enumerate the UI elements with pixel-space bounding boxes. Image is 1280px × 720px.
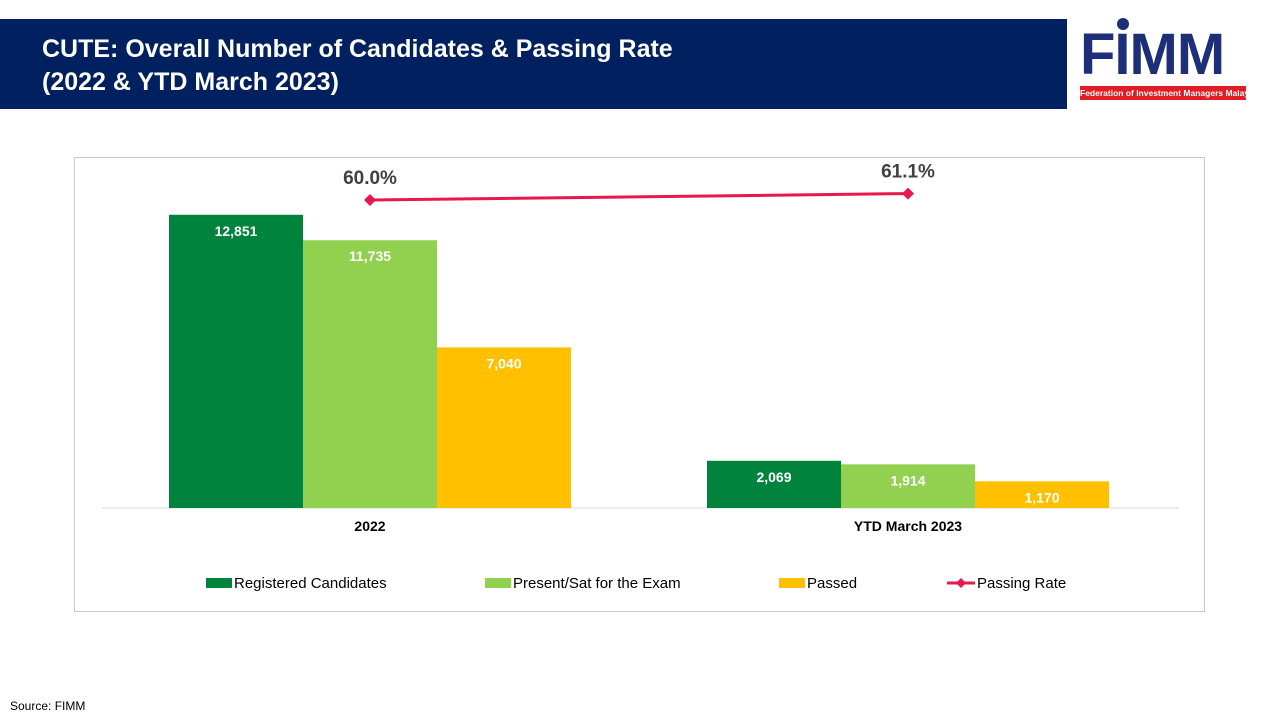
- bar-data-label: 11,735: [349, 248, 391, 264]
- bar-data-label: 7,040: [486, 355, 521, 371]
- bar: [437, 347, 571, 508]
- bar-data-label: 2,069: [756, 469, 791, 485]
- bar-data-label: 12,851: [215, 223, 258, 239]
- page-title: CUTE: Overall Number of Candidates & Pas…: [42, 35, 673, 63]
- legend-label: Passing Rate: [977, 575, 1066, 592]
- passing-rate-label: 61.1%: [881, 162, 935, 183]
- logo-tagline: Federation of Investment Managers Malays…: [1080, 86, 1246, 100]
- x-tick-label: 2022: [354, 518, 385, 534]
- passing-rate-line: [369, 192, 909, 202]
- bar: [303, 240, 437, 508]
- legend-label: Present/Sat for the Exam: [513, 575, 681, 592]
- bar: [841, 464, 975, 508]
- bar: [975, 481, 1109, 508]
- legend-swatch-marker: [956, 578, 966, 588]
- passing-rate-marker: [364, 194, 376, 206]
- logo-dot: [1117, 18, 1129, 30]
- legend-swatch: [485, 578, 511, 588]
- bar: [707, 460, 841, 508]
- passing-rate-label: 60.0%: [343, 168, 397, 189]
- x-tick-label: YTD March 2023: [854, 518, 962, 534]
- legend-label: Passed: [807, 575, 857, 592]
- bar-data-label: 1,170: [1024, 489, 1059, 505]
- chart-frame: 12,851 2,069 11,735 1,914 7,040 1,170 2022 YTD …: [74, 157, 1205, 612]
- passing-rate-marker: [902, 187, 914, 200]
- bar: [169, 214, 303, 508]
- legend-swatch: [779, 578, 805, 588]
- title-bar: CUTE: Overall Number of Candidates & Pas…: [0, 19, 1067, 109]
- chart: 12,851 2,069 11,735 1,914 7,040 1,170 2022 YTD …: [102, 162, 1179, 592]
- logo-wordmark: FIMM: [1080, 22, 1225, 87]
- legend-label: Registered Candidates: [234, 575, 387, 592]
- legend-swatch: [206, 578, 232, 588]
- source-note: Source: FIMM: [10, 699, 86, 713]
- fimm-logo: FIMM Federation of Investment Managers M…: [1078, 16, 1250, 104]
- bar-data-label: 1,914: [890, 472, 925, 488]
- page-subtitle: (2022 & YTD March 2023): [42, 68, 339, 96]
